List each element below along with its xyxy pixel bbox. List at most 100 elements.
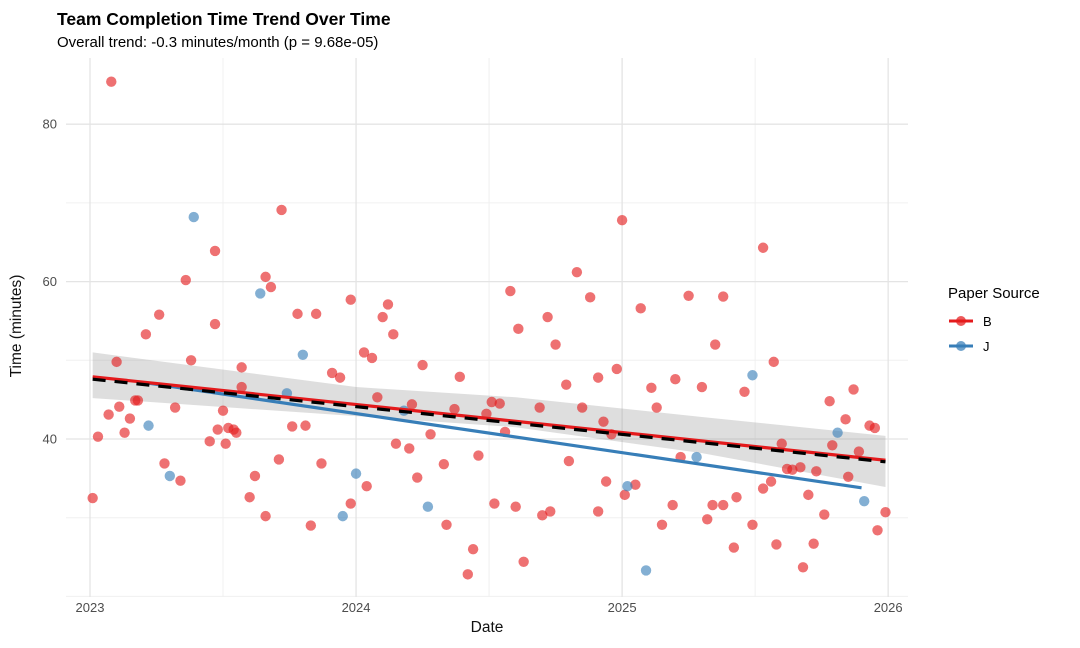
data-point-B bbox=[808, 538, 819, 549]
data-point-B bbox=[819, 509, 830, 520]
data-point-B bbox=[489, 498, 500, 509]
data-point-B bbox=[505, 285, 516, 297]
legend-title: Paper Source bbox=[948, 285, 1040, 302]
data-point-B bbox=[656, 519, 668, 530]
legend-key-b-icon bbox=[949, 316, 973, 326]
legend-label-b: B bbox=[983, 313, 992, 329]
data-point-B bbox=[486, 396, 497, 408]
data-point-B bbox=[619, 489, 630, 501]
data-point-B bbox=[276, 204, 287, 216]
data-point-B bbox=[372, 392, 383, 403]
data-point-B bbox=[111, 356, 122, 368]
data-point-B bbox=[683, 290, 694, 301]
data-point-B bbox=[600, 476, 612, 487]
data-point-B bbox=[236, 362, 247, 373]
data-point-J bbox=[832, 427, 843, 438]
data-point-B bbox=[358, 347, 370, 358]
data-point-B bbox=[584, 292, 596, 303]
data-point-B bbox=[388, 329, 399, 340]
data-point-J bbox=[691, 451, 702, 463]
legend-key-j-icon bbox=[949, 341, 973, 351]
data-point-B bbox=[366, 352, 378, 364]
data-point-B bbox=[731, 492, 742, 503]
data-point-B bbox=[739, 386, 750, 397]
data-point-J bbox=[622, 481, 633, 492]
data-point-B bbox=[563, 455, 575, 467]
data-point-J bbox=[747, 370, 758, 381]
data-point-B bbox=[545, 506, 556, 517]
data-point-B bbox=[300, 420, 311, 431]
data-point-B bbox=[236, 381, 247, 393]
data-point-B bbox=[260, 510, 271, 522]
data-point-B bbox=[848, 384, 859, 395]
data-point-B bbox=[510, 501, 521, 512]
data-point-B bbox=[106, 76, 117, 87]
data-point-B bbox=[757, 242, 769, 253]
data-point-B bbox=[390, 438, 402, 449]
data-point-B bbox=[592, 372, 604, 383]
data-point-B bbox=[717, 291, 729, 302]
data-point-B bbox=[757, 483, 769, 494]
chart-title: Team Completion Time Trend Over Time bbox=[57, 9, 391, 29]
data-point-B bbox=[180, 274, 191, 286]
data-point-B bbox=[175, 475, 186, 486]
data-point-B bbox=[803, 489, 814, 501]
data-point-B bbox=[494, 398, 505, 409]
legend-entry-b: B bbox=[948, 313, 1040, 329]
data-point-B bbox=[159, 458, 170, 469]
data-point-B bbox=[550, 339, 561, 350]
data-point-B bbox=[209, 318, 221, 330]
data-point-B bbox=[114, 401, 125, 412]
data-point-B bbox=[853, 446, 865, 457]
data-point-B bbox=[334, 372, 346, 383]
data-point-B bbox=[872, 525, 883, 536]
data-point-B bbox=[345, 498, 356, 509]
data-point-J bbox=[640, 565, 652, 576]
data-point-B bbox=[212, 424, 223, 435]
data-point-B bbox=[103, 409, 114, 420]
data-point-B bbox=[249, 470, 261, 482]
data-point-B bbox=[771, 539, 782, 550]
data-point-B bbox=[869, 422, 881, 434]
data-point-B bbox=[345, 294, 356, 305]
data-point-B bbox=[542, 311, 553, 323]
data-point-B bbox=[646, 382, 657, 394]
data-point-B bbox=[286, 421, 298, 432]
data-point-B bbox=[616, 215, 628, 226]
data-point-B bbox=[217, 405, 229, 416]
data-point-B bbox=[124, 413, 136, 424]
x-axis-title: Date bbox=[470, 619, 504, 636]
data-point-B bbox=[377, 311, 388, 323]
data-point-B bbox=[417, 359, 428, 371]
data-point-B bbox=[260, 271, 271, 283]
data-point-B bbox=[880, 506, 891, 518]
data-point-B bbox=[454, 371, 466, 383]
y-tick-label: 80 bbox=[43, 117, 57, 132]
data-point-B bbox=[728, 542, 740, 553]
data-point-B bbox=[571, 266, 583, 278]
data-point-B bbox=[425, 429, 436, 440]
data-point-B bbox=[326, 367, 338, 379]
data-point-B bbox=[462, 569, 473, 580]
data-point-J bbox=[188, 211, 199, 223]
data-point-B bbox=[518, 556, 529, 567]
data-point-B bbox=[467, 543, 479, 555]
data-point-B bbox=[598, 416, 609, 427]
data-point-B bbox=[707, 499, 718, 511]
data-point-B bbox=[534, 402, 545, 413]
y-axis-title: Time (minutes) bbox=[8, 274, 25, 378]
data-point-J bbox=[255, 288, 266, 299]
data-point-B bbox=[305, 520, 317, 531]
data-point-B bbox=[220, 438, 231, 449]
data-point-B bbox=[273, 454, 285, 465]
data-point-J bbox=[422, 501, 434, 512]
data-point-B bbox=[843, 471, 854, 482]
data-point-B bbox=[651, 402, 662, 413]
x-tick-label: 2026 bbox=[874, 600, 903, 615]
data-point-J bbox=[164, 470, 176, 482]
trend-line-overall bbox=[92, 377, 886, 464]
data-point-B bbox=[185, 355, 197, 366]
data-point-B bbox=[768, 356, 779, 368]
data-point-B bbox=[630, 479, 641, 490]
